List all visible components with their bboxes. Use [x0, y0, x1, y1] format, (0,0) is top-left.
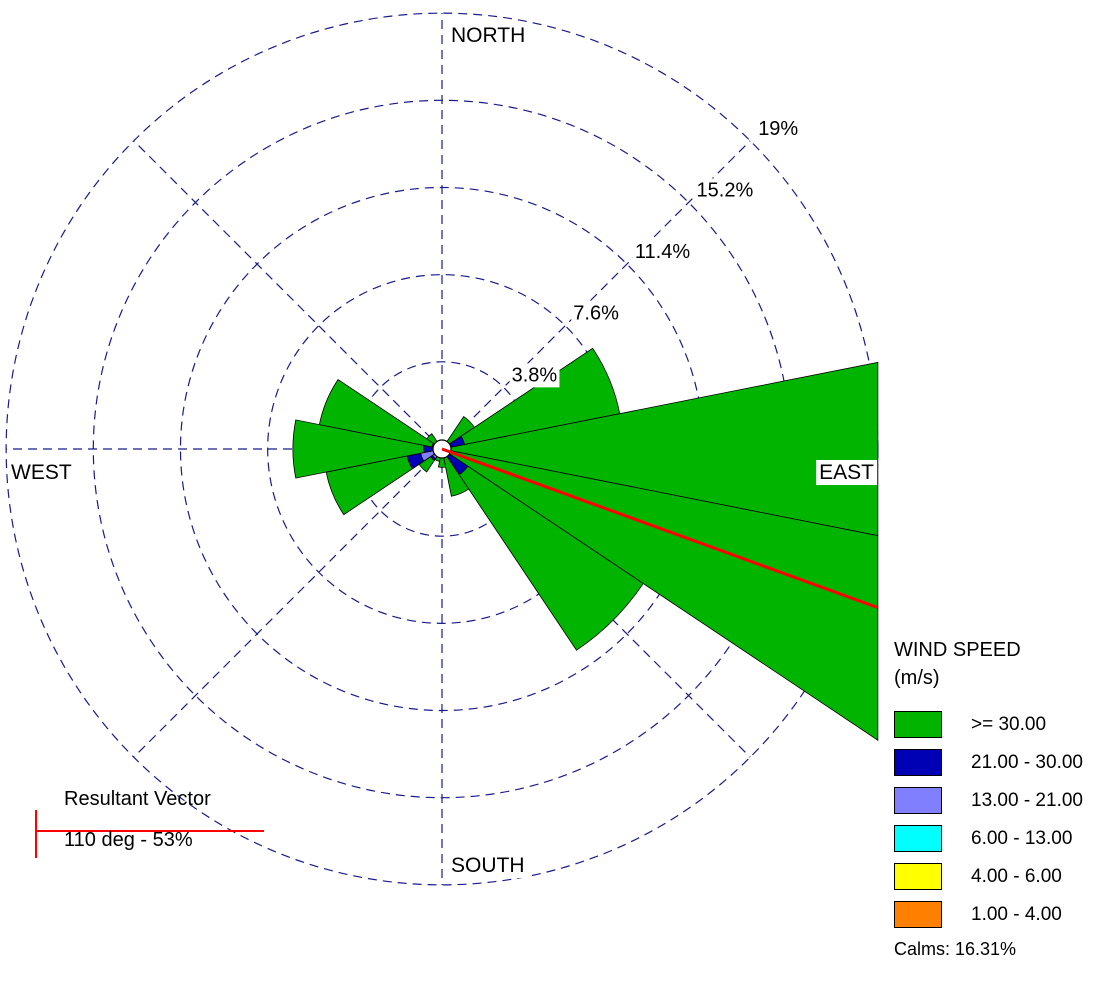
compass-label-north: NORTH: [451, 24, 525, 47]
chart-labels: 3.8% 7.6% 11.4% 15.2% 19% NORTH SOUTH EAST WEST: [8, 23, 878, 878]
ring-label-bg-2: [571, 301, 622, 326]
grid-spoke-315: [133, 140, 443, 450]
ring-label-4: 15.2%: [697, 179, 754, 201]
legend-item: >= 30.00: [894, 710, 1114, 739]
legend-title: WIND SPEED (m/s): [894, 639, 1021, 689]
compass-label-east: EAST: [819, 461, 874, 484]
legend-item: 4.00 - 6.00: [894, 862, 1114, 891]
ring-label-bg-4: [694, 178, 756, 203]
legend-item: 13.00 - 21.00: [894, 786, 1114, 815]
legend-label: 6.00 - 13.00: [971, 827, 1073, 849]
petal-SSE-bin-0: [441, 448, 470, 497]
compass-label-south: SOUTH: [451, 854, 525, 877]
ring-label-1: 3.8%: [512, 364, 558, 386]
legend-swatch: [894, 711, 942, 738]
compass-label-bg-north: [448, 23, 529, 48]
legend-label: 21.00 - 30.00: [971, 751, 1083, 773]
legend-label: 1.00 - 4.00: [971, 903, 1062, 925]
compass-label-west: WEST: [11, 461, 72, 484]
legend-swatch: [894, 749, 942, 776]
resultant-vector-ray: [441, 447, 879, 610]
resultant-vector-value: 110 deg - 53%: [64, 829, 193, 851]
ring-label-bg-3: [632, 240, 693, 265]
grid-spoke-225: [133, 448, 443, 758]
legend: WIND SPEED (m/s) >= 30.00 21.00 - 30.00 13…: [894, 636, 1114, 960]
petal-WNW-bin-0: [318, 378, 443, 450]
petal-W-bin-0: [292, 419, 443, 479]
legend-label: 13.00 - 21.00: [971, 789, 1083, 811]
legend-swatch: [894, 901, 942, 928]
legend-item: 1.00 - 4.00: [894, 900, 1114, 929]
calms-label: Calms: 16.31%: [894, 939, 1017, 959]
ring-label-bg-1: [509, 363, 560, 388]
legend-swatch: [894, 863, 942, 890]
ring-label-3: 11.4%: [635, 241, 690, 263]
legend-swatch: [894, 825, 942, 852]
compass-label-bg-south: [448, 853, 528, 878]
compass-label-bg-west: [8, 460, 75, 485]
ring-label-5: 19%: [758, 118, 798, 140]
ring-label-2: 7.6%: [573, 303, 619, 325]
legend-item: 6.00 - 13.00: [894, 824, 1114, 853]
resultant-vector-line: [35, 447, 879, 858]
legend-swatch: [894, 787, 942, 814]
legend-label: >= 30.00: [971, 713, 1047, 735]
ring-label-bg-5: [756, 116, 801, 141]
legend-label: 4.00 - 6.00: [971, 865, 1062, 887]
resultant-vector-title: Resultant Vector: [64, 788, 211, 810]
compass-label-bg-east: [816, 460, 878, 485]
petal-SE-bin-0: [441, 448, 644, 651]
wind-rose-petals: [292, 347, 879, 741]
legend-items: >= 30.00 21.00 - 30.00 13.00 - 21.00 6.00 -…: [894, 710, 1114, 929]
legend-item: 21.00 - 30.00: [894, 748, 1114, 777]
